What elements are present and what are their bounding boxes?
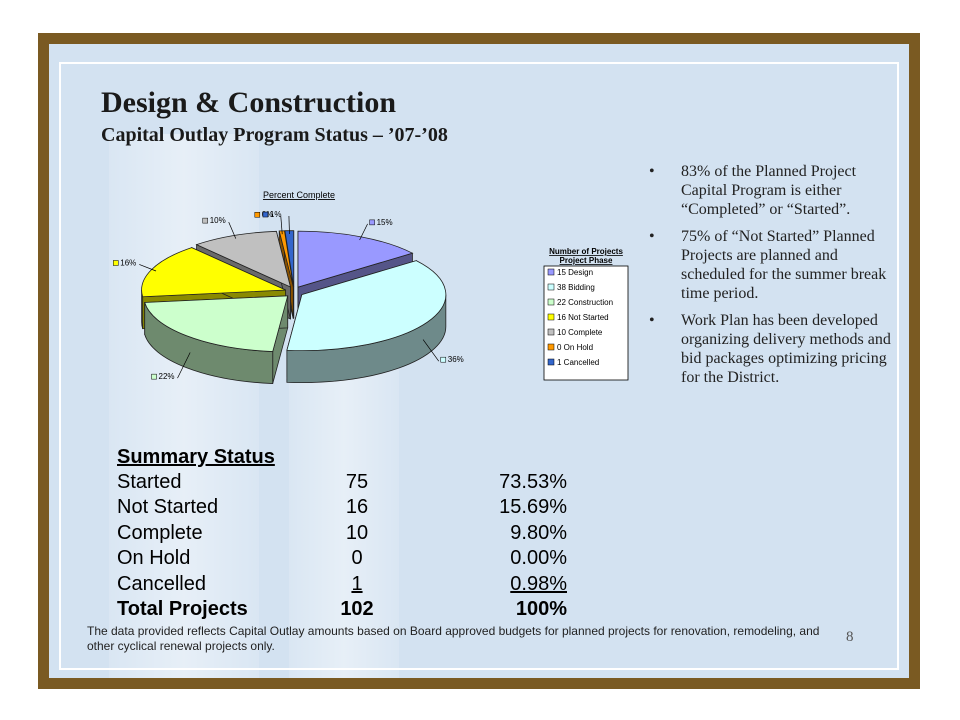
summary-rows: Started 75 73.53% Not Started 16 15.69% Comple… xyxy=(117,471,567,623)
label-leader-line xyxy=(422,339,440,362)
slide-subtitle: Capital Outlay Program Status – ’07-’08 xyxy=(101,124,448,146)
slide-frame: Design & Construction Capital Outlay Pro… xyxy=(38,33,920,689)
bullet-text: 75% of “Not Started” Planned Projects ar… xyxy=(681,228,887,302)
label-leader-line xyxy=(139,264,157,272)
legend-swatch xyxy=(547,283,555,291)
label-swatch xyxy=(254,211,261,218)
data-label: 22% xyxy=(159,372,175,381)
bullet-item: • 75% of “Not Started” Planned Projects a… xyxy=(641,227,903,303)
label-swatch xyxy=(262,211,269,218)
label-swatch xyxy=(151,373,157,380)
legend-item: 15 Design xyxy=(557,268,593,277)
legend-item: 10 Complete xyxy=(557,328,603,337)
summary-table: Summary Status Started 75 73.53% Not Starte… xyxy=(117,446,567,623)
page-number: 8 xyxy=(846,629,854,645)
summary-label: Not Started xyxy=(117,496,219,519)
label-leader-line xyxy=(228,221,237,239)
legend-swatch xyxy=(547,358,555,366)
bullet-dot-icon: • xyxy=(649,228,655,245)
label-leader-line xyxy=(359,223,368,241)
bullet-list: • 83% of the Planned Project Capital Prog… xyxy=(641,162,903,395)
slide: Design & Construction Capital Outlay Pro… xyxy=(49,44,909,678)
data-label: 15% xyxy=(377,218,393,227)
pie-slices xyxy=(141,230,447,384)
data-label: 10% xyxy=(210,216,226,225)
bullet-dot-icon: • xyxy=(649,312,655,329)
summary-label: Total Projects xyxy=(117,597,248,620)
summary-row: Complete 10 9.80% xyxy=(117,521,567,547)
summary-count: 0 xyxy=(351,547,363,570)
legend-title: Number of Projects xyxy=(549,247,623,256)
column-decoration xyxy=(289,344,399,678)
legend-item: 22 Construction xyxy=(557,298,613,307)
summary-percent: 100% xyxy=(515,597,567,620)
summary-row: On Hold 0 0.00% xyxy=(117,547,567,572)
summary-row: Not Started 16 15.69% xyxy=(117,496,567,521)
summary-label: On Hold xyxy=(117,547,191,570)
legend-swatch xyxy=(547,313,555,321)
bullet-dot-icon: • xyxy=(649,163,655,180)
legend-item: 1 Cancelled xyxy=(557,358,599,367)
summary-label: Started xyxy=(117,471,182,493)
label-swatch xyxy=(202,217,208,224)
slide-title: Design & Construction xyxy=(101,86,397,119)
label-swatch xyxy=(369,219,375,226)
summary-count: 1 xyxy=(351,572,363,595)
bullet-text: 83% of the Planned Project Capital Progr… xyxy=(681,163,857,218)
summary-percent: 0.00% xyxy=(510,547,567,570)
pie-slice xyxy=(286,260,447,352)
summary-label: Complete xyxy=(117,521,203,544)
data-labels: 15%36%22%16%10%0%1% xyxy=(113,210,464,381)
data-label: 16% xyxy=(120,258,136,267)
legend-swatch xyxy=(547,343,555,351)
summary-percent: 9.80% xyxy=(510,521,567,544)
chart-title: Percent Complete xyxy=(263,190,335,200)
legend-item: 38 Bidding xyxy=(557,283,595,292)
summary-count: 16 xyxy=(345,496,369,519)
label-swatch xyxy=(113,260,119,266)
summary-percent: 73.53% xyxy=(499,471,567,493)
summary-label: Cancelled xyxy=(117,572,206,595)
summary-total-row: Total Projects 102 100% xyxy=(117,597,567,623)
summary-count: 102 xyxy=(340,597,374,620)
legend-subtitle: Project Phase xyxy=(560,256,613,265)
legend-swatch xyxy=(547,268,555,276)
pie-slice xyxy=(144,295,289,352)
pie-chart: Percent Complete 15%36%22%16%10%0%1% Num… xyxy=(113,190,629,384)
summary-row: Started 75 73.53% xyxy=(117,471,567,496)
label-leader-line xyxy=(288,216,290,235)
slide-inner-border xyxy=(59,62,899,670)
column-decoration xyxy=(109,134,259,678)
label-leader-line xyxy=(177,352,191,379)
pie-slice xyxy=(195,230,292,288)
summary-percent: 15.69% xyxy=(499,496,567,519)
summary-row: Cancelled 1 0.98% xyxy=(117,572,567,598)
data-label: 36% xyxy=(448,355,464,364)
legend-swatch xyxy=(547,328,555,336)
data-label: 1% xyxy=(270,210,282,219)
summary-count: 10 xyxy=(345,521,369,544)
bullet-item: • 83% of the Planned Project Capital Prog… xyxy=(641,162,903,219)
summary-count: 75 xyxy=(345,471,369,493)
legend-swatch xyxy=(547,298,555,306)
label-leader-line xyxy=(280,216,283,235)
pie-slice xyxy=(141,247,286,298)
legend-item: 16 Not Started xyxy=(557,313,609,322)
summary-percent: 0.98% xyxy=(510,572,567,595)
legend-item: 0 On Hold xyxy=(557,343,593,352)
bullet-item: • Work Plan has been developed organizing… xyxy=(641,311,903,387)
summary-heading: Summary Status xyxy=(117,446,275,468)
pie-slice xyxy=(297,230,414,288)
footnote: The data provided reflects Capital Outla… xyxy=(87,624,820,653)
bullet-text: Work Plan has been developed organizing … xyxy=(681,312,891,386)
legend-box xyxy=(543,265,629,381)
label-swatch xyxy=(440,356,447,363)
